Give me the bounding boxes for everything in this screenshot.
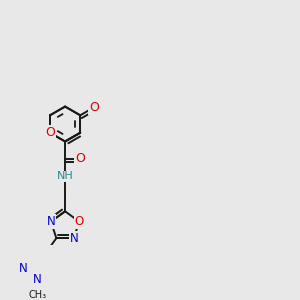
Text: N: N bbox=[46, 215, 55, 228]
Text: N: N bbox=[19, 262, 28, 275]
Text: O: O bbox=[89, 101, 99, 114]
Text: NH: NH bbox=[57, 171, 74, 182]
Text: O: O bbox=[75, 152, 85, 166]
Text: CH₃: CH₃ bbox=[28, 290, 46, 300]
Text: N: N bbox=[33, 273, 42, 286]
Text: O: O bbox=[45, 126, 55, 139]
Text: O: O bbox=[75, 215, 84, 228]
Text: N: N bbox=[70, 232, 78, 245]
